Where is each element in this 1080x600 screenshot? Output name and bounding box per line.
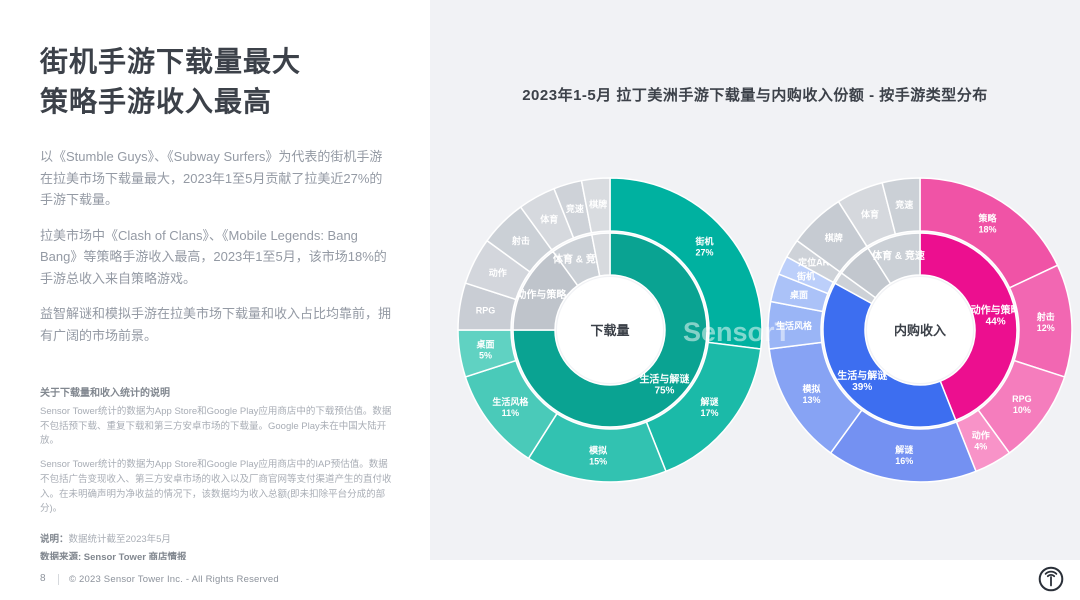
note-value: 数据统计截至2023年5月 [68, 534, 171, 546]
donut-segment-label: 动作与策略 44% [971, 304, 1022, 328]
chart-panel: 2023年1-5月 拉丁美洲手游下载量与内购收入份额 - 按手游类型分布 生活与… [430, 0, 1080, 560]
donut-segment-label: 定位AR [797, 256, 829, 267]
page-number: 8 [40, 573, 46, 584]
donut-segment-街机 [609, 177, 763, 350]
page-title: 街机手游下载量最大 策略手游收入最高 [40, 42, 301, 122]
methodology-notes: 关于下载量和收入统计的说明 Sensor Tower统计的数据为App Stor… [40, 384, 394, 563]
note-label: 说明： [40, 534, 69, 546]
donut-segment-label: 动作 4% [972, 429, 990, 451]
body-paragraph-1: 以《Stumble Guys》、《Subway Surfers》为代表的街机手游… [40, 149, 383, 208]
donut-segment-label: 动作与策略 [516, 288, 567, 301]
title-line-2: 策略手游收入最高 [40, 86, 273, 117]
donut-center [867, 277, 973, 383]
donut-segment-label: 体育 & 竞速 [872, 249, 925, 262]
donut-segment-label: 生活与解谜 75% [639, 372, 689, 396]
donut-segment-label: RPG 10% [1012, 394, 1032, 415]
copyright-text: © 2023 Sensor Tower Inc. - All Rights Re… [69, 574, 279, 585]
chart-title: 2023年1-5月 拉丁美洲手游下载量与内购收入份额 - 按手游类型分布 [522, 87, 988, 104]
notes-heading: 关于下载量和收入统计的说明 [40, 388, 170, 399]
donut-segment-label: 桌面 [790, 289, 808, 300]
donut-segment-label: 射击 [511, 235, 530, 246]
revenue-donut-chart: 动作与策略 44% 生活与解谜 39% 体育 & 竞速 策略 18% 射击 12% RPG 10% 动… [767, 177, 1073, 483]
footer-divider [58, 574, 59, 585]
donut-segment-生活与解谜 [512, 232, 708, 428]
donut-segment-生活与解谜 [822, 282, 957, 428]
donut-segment-label: 生活与解谜 39% [837, 369, 887, 393]
donut-segment-label: 生活风格 11% [492, 396, 529, 418]
donut-segment-label: 射击 12% [1036, 311, 1055, 333]
donut-segment-label: 模拟 15% [589, 444, 607, 466]
donut-segment-label: 体育 [861, 208, 879, 219]
title-line-1: 街机手游下载量最大 [40, 46, 302, 77]
donut-segment-动作与策略 [919, 232, 1018, 422]
donut-segment-label: 棋牌 [588, 199, 607, 210]
donut-center [557, 277, 663, 383]
note-downloads: Sensor Tower统计的数据为App Store和Google Play应… [40, 406, 392, 447]
donut-segment-label: 竞速 [894, 199, 913, 210]
donut-segment-label: 桌面 5% [477, 339, 495, 361]
donut-center-label: 内购收入 [894, 323, 946, 338]
donut-segment-label: RPG [476, 305, 496, 315]
donut-segment-label: 解谜 16% [895, 444, 914, 466]
donut-segment-label: 街机 [796, 270, 815, 281]
donut-segment-竞速 [881, 177, 921, 236]
donut-segment-label: 动作 [489, 267, 507, 278]
data-source: 数据来源: Sensor Tower 商店情报 [40, 552, 187, 564]
donut-segment-label: 体育 [540, 214, 558, 225]
footer: 8 © 2023 Sensor Tower Inc. - All Rights … [0, 560, 1080, 600]
donut-center-label: 下载量 [590, 323, 629, 338]
note-revenue: Sensor Tower统计的数据为App Store和Google Play应… [40, 459, 392, 515]
donut-segment-label: 体育 & 竞速 [553, 252, 606, 265]
left-text-panel: 街机手游下载量最大 策略手游收入最高 以《Stumble Guys》、《Subw… [0, 0, 430, 563]
downloads-donut-chart: 生活与解谜 75% 动作与策略 体育 & 竞速 街机 27% 解谜 17% 模拟 15% 生活风格 1… [457, 177, 763, 483]
donut-segment-label: 棋牌 [824, 232, 843, 243]
donut-segment-label: 策略 18% [978, 213, 998, 235]
donut-segment-label: 模拟 13% [803, 383, 821, 405]
donut-segment-label: 生活风格 [776, 320, 813, 331]
data-cutoff-note: 说明：数据统计截至2023年5月 [40, 531, 394, 545]
donut-segment-label: 竞速 [565, 203, 584, 214]
body-paragraph-2: 拉美市场中《Clash of Clans》、《Mobile Legends: B… [40, 227, 387, 286]
body-paragraph-3: 益智解谜和模拟手游在拉美市场下载量和收入占比均靠前，拥有广阔的市场前景。 [40, 306, 392, 344]
donut-segment-棋牌 [590, 232, 611, 277]
sensor-tower-logo-icon [1037, 565, 1065, 593]
donut-segment-棋牌 [580, 177, 611, 234]
donut-segment-label: 街机 27% [695, 236, 714, 258]
donut-segment-体育 & 竞速 [866, 232, 921, 285]
body-text: 以《Stumble Guys》、《Subway Surfers》为代表的街机手游… [40, 146, 394, 361]
donut-segment-label: 解谜 17% [701, 396, 720, 418]
